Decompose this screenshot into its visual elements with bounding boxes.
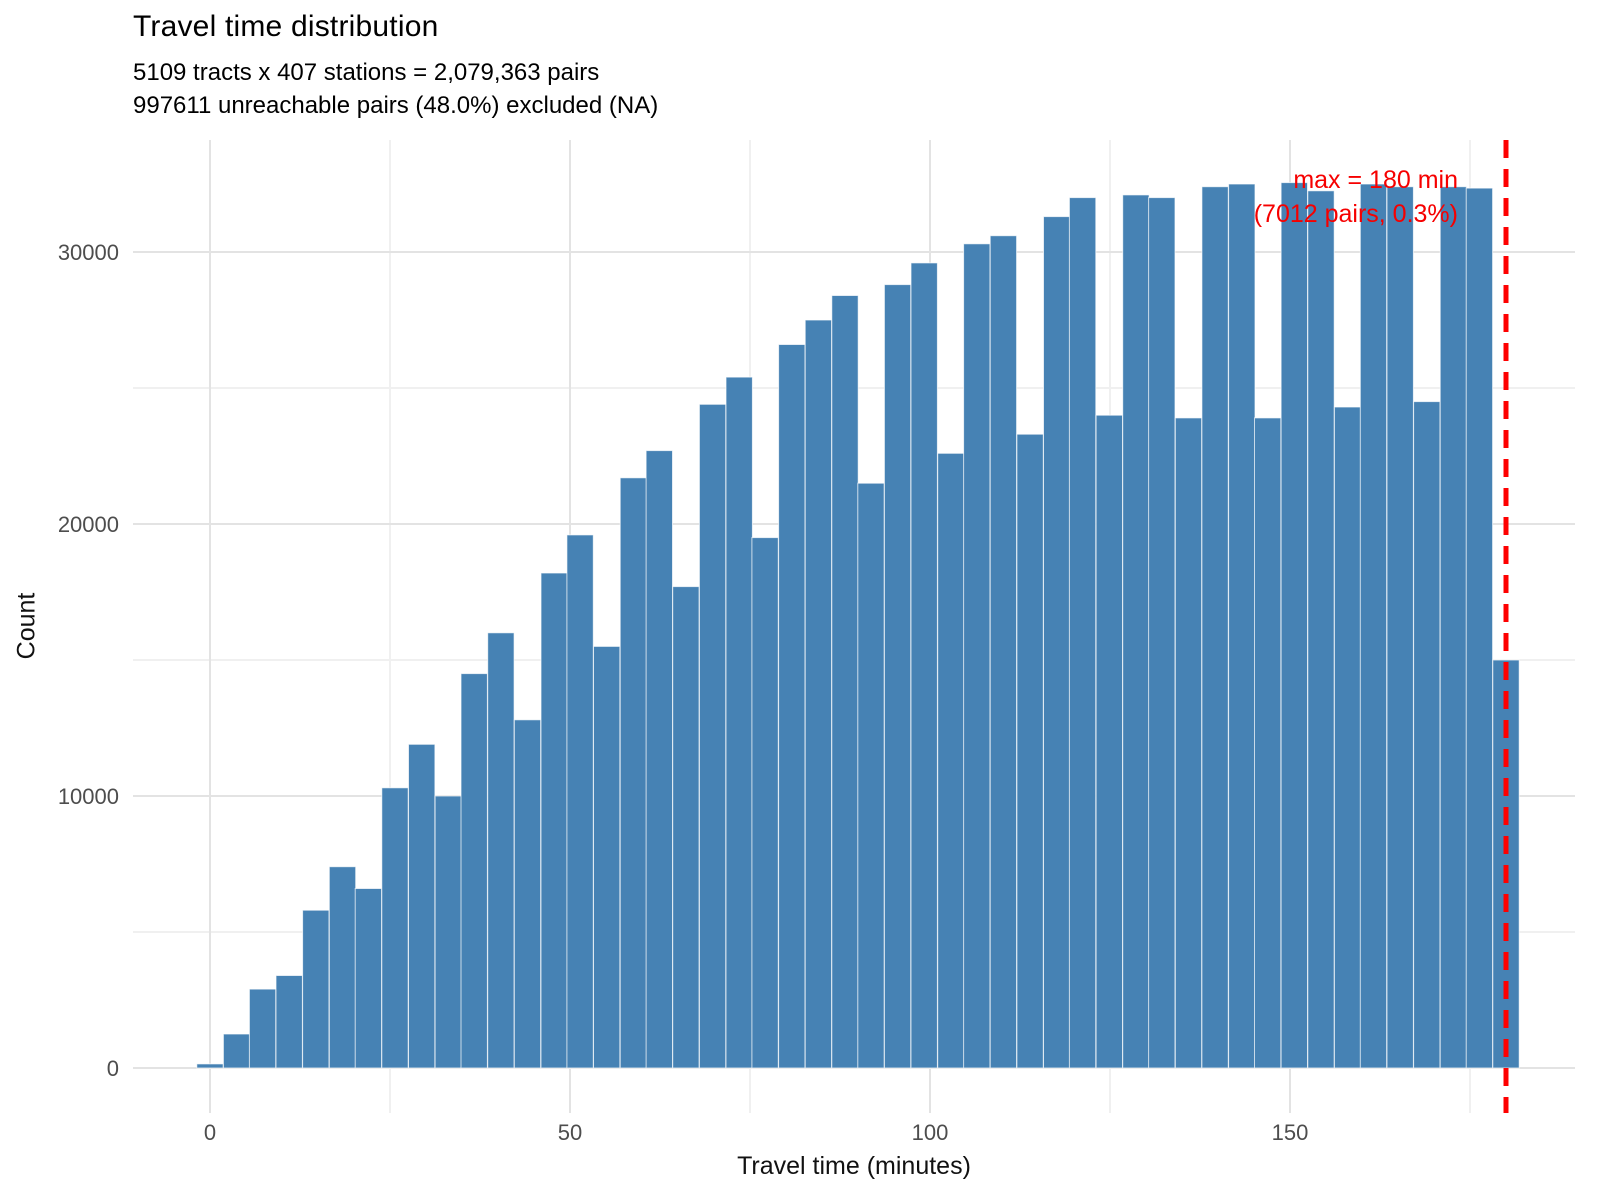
histogram-bar — [275, 975, 303, 1069]
histogram-bar — [302, 909, 330, 1069]
histogram-bar — [778, 344, 806, 1069]
histogram-bar — [1122, 194, 1150, 1069]
histogram-bar — [513, 719, 542, 1069]
x-tick-label: 150 — [1272, 1120, 1309, 1145]
y-tick-label: 20000 — [58, 512, 119, 537]
histogram-bar — [1148, 197, 1176, 1069]
histogram-bar — [645, 450, 673, 1069]
subtitle-line-1: 5109 tracts x 407 stations = 2,079,363 p… — [133, 59, 600, 86]
histogram-bars — [196, 182, 1520, 1069]
histogram-bar — [460, 673, 488, 1069]
y-tick-labels: 0 10000 20000 30000 — [58, 240, 119, 1081]
x-tick-label: 0 — [204, 1120, 216, 1145]
histogram-bar — [963, 243, 991, 1069]
x-tick-labels: 0 50 100 150 — [204, 1120, 1308, 1145]
histogram-bar — [540, 572, 568, 1069]
histogram-bar — [1068, 197, 1097, 1069]
histogram-bar — [1386, 186, 1414, 1069]
histogram-bar — [883, 284, 912, 1069]
x-tick-label: 50 — [558, 1120, 582, 1145]
x-axis-title: Travel time (minutes) — [737, 1152, 971, 1180]
histogram-bar — [1228, 183, 1256, 1069]
histogram-bar — [1174, 417, 1203, 1069]
histogram-bar — [937, 452, 965, 1069]
y-tick-label: 0 — [107, 1056, 119, 1081]
y-tick-label: 30000 — [58, 240, 119, 265]
x-tick-label: 100 — [912, 1120, 949, 1145]
histogram-bar — [1333, 406, 1362, 1069]
histogram-bar — [328, 866, 357, 1069]
histogram-bar — [248, 988, 277, 1069]
histogram-bar — [804, 319, 833, 1069]
chart-subtitle: 5109 tracts x 407 stations = 2,079,363 p… — [133, 56, 658, 122]
histogram-bar — [1413, 401, 1441, 1069]
histogram-bar — [566, 534, 594, 1069]
histogram-bar — [487, 632, 515, 1069]
histogram-bar — [222, 1033, 251, 1069]
histogram-bar — [725, 376, 753, 1069]
max-annotation-line-1: max = 180 min — [1293, 166, 1458, 194]
histogram-bar — [698, 403, 727, 1069]
histogram-bar — [1307, 190, 1335, 1069]
histogram-bar — [381, 787, 409, 1069]
histogram-bar — [434, 795, 463, 1069]
histogram-bar — [1359, 183, 1388, 1069]
histogram-bar — [196, 1063, 224, 1069]
histogram-bar — [619, 477, 648, 1069]
histogram-bar — [408, 743, 436, 1069]
histogram-bar — [989, 235, 1018, 1069]
max-annotation-line-2: (7012 pairs, 0.3%) — [1253, 200, 1458, 228]
histogram-bar — [1016, 433, 1044, 1069]
histogram-bar — [1254, 417, 1282, 1069]
y-axis-title: Count — [12, 592, 41, 660]
histogram-bar — [1465, 187, 1494, 1069]
histogram-bar — [1095, 414, 1123, 1069]
histogram-bar — [1043, 216, 1071, 1069]
histogram-bar — [1201, 186, 1229, 1069]
histogram-bar — [857, 482, 885, 1069]
histogram-bar — [354, 888, 383, 1069]
histogram-bar — [1280, 182, 1308, 1069]
histogram-bar — [831, 295, 859, 1069]
max-line-annotation: max = 180 min (7012 pairs, 0.3%) — [1254, 163, 1458, 231]
histogram-bar — [593, 645, 621, 1069]
histogram-bar — [672, 586, 700, 1069]
histogram-bar — [910, 262, 938, 1069]
histogram-bar — [751, 537, 779, 1069]
y-tick-label: 10000 — [58, 784, 119, 809]
chart-title: Travel time distribution — [133, 10, 439, 43]
histogram-bar — [1439, 186, 1468, 1069]
subtitle-line-2: 997611 unreachable pairs (48.0%) exclude… — [133, 92, 659, 119]
